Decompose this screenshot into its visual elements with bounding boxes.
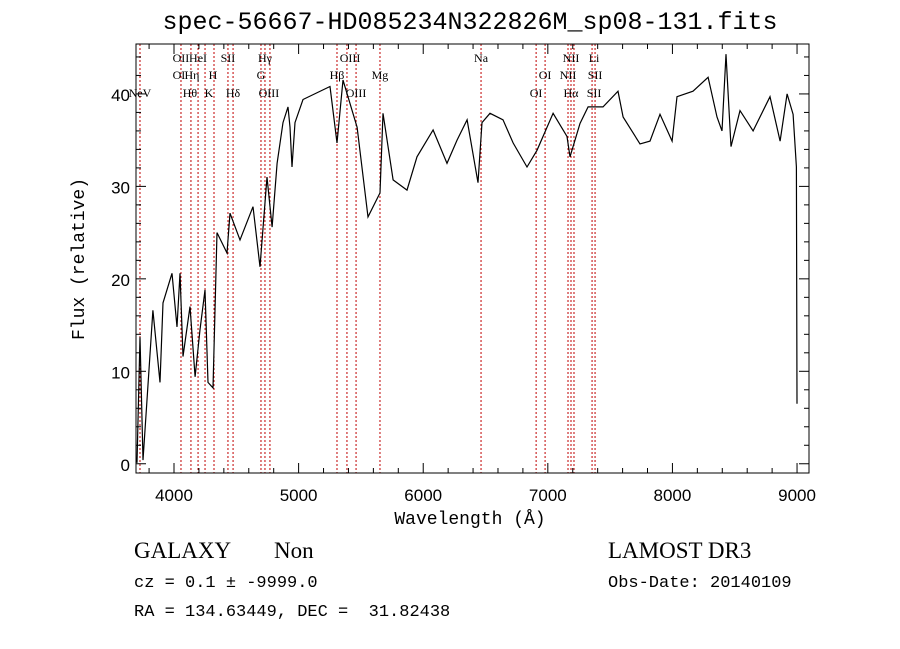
obs-date: Obs-Date: 20140109	[608, 574, 792, 593]
line-label: Hγ	[258, 51, 273, 65]
y-tick-label: 20	[111, 271, 130, 290]
line-label: OIII	[259, 86, 280, 100]
line-label: SII	[221, 51, 236, 65]
line-label: SII	[588, 68, 603, 82]
line-label: Hδ	[226, 86, 241, 100]
y-axis-label: Flux (relative)	[70, 177, 90, 340]
line-label: G	[257, 68, 266, 82]
y-tick-label: 30	[111, 178, 130, 197]
y-tick-label: 0	[121, 456, 130, 475]
line-label: Hθ	[183, 86, 198, 100]
object-class: GALAXY	[134, 538, 232, 563]
line-label: HeI	[189, 51, 207, 65]
line-label: Li	[589, 51, 600, 65]
line-label: OI	[173, 68, 186, 82]
x-tick-label: 6000	[404, 486, 442, 505]
spectrum-line	[136, 54, 798, 463]
chart-title: spec-56667-HD085234N322826M_sp08-131.fit…	[162, 8, 778, 37]
y-tick-label: 10	[111, 363, 130, 382]
x-tick-label: 5000	[280, 486, 318, 505]
line-label: OI	[530, 86, 543, 100]
line-label: OIII	[340, 51, 361, 65]
line-label: Hα	[564, 86, 580, 100]
line-label: NII	[563, 51, 580, 65]
plot-frame	[135, 43, 810, 474]
x-tick-label: 4000	[155, 486, 193, 505]
line-label: Hη	[184, 68, 199, 82]
line-label: H	[209, 68, 218, 82]
line-label: NII	[560, 68, 577, 82]
line-label: Na	[474, 51, 489, 65]
x-tick-label: 9000	[778, 486, 816, 505]
y-tick-label: 40	[111, 86, 130, 105]
line-label: Hβ	[330, 68, 345, 82]
object-subclass: Non	[274, 538, 314, 563]
coordinates: RA = 134.63449, DEC = 31.82438	[134, 603, 451, 622]
line-label: OIII	[346, 86, 367, 100]
line-label: NeV	[129, 86, 152, 100]
survey-label: LAMOST DR3	[608, 538, 752, 563]
line-label: OII	[173, 51, 190, 65]
x-axis-label: Wavelength (Å)	[394, 510, 546, 530]
line-label: Mg	[372, 68, 389, 82]
x-tick-label: 7000	[529, 486, 567, 505]
redshift-line: cz = 0.1 ± -9999.0	[134, 574, 318, 593]
x-tick-label: 8000	[654, 486, 692, 505]
line-label: SII	[587, 86, 602, 100]
line-label: OI	[539, 68, 552, 82]
line-label: K	[205, 86, 214, 100]
